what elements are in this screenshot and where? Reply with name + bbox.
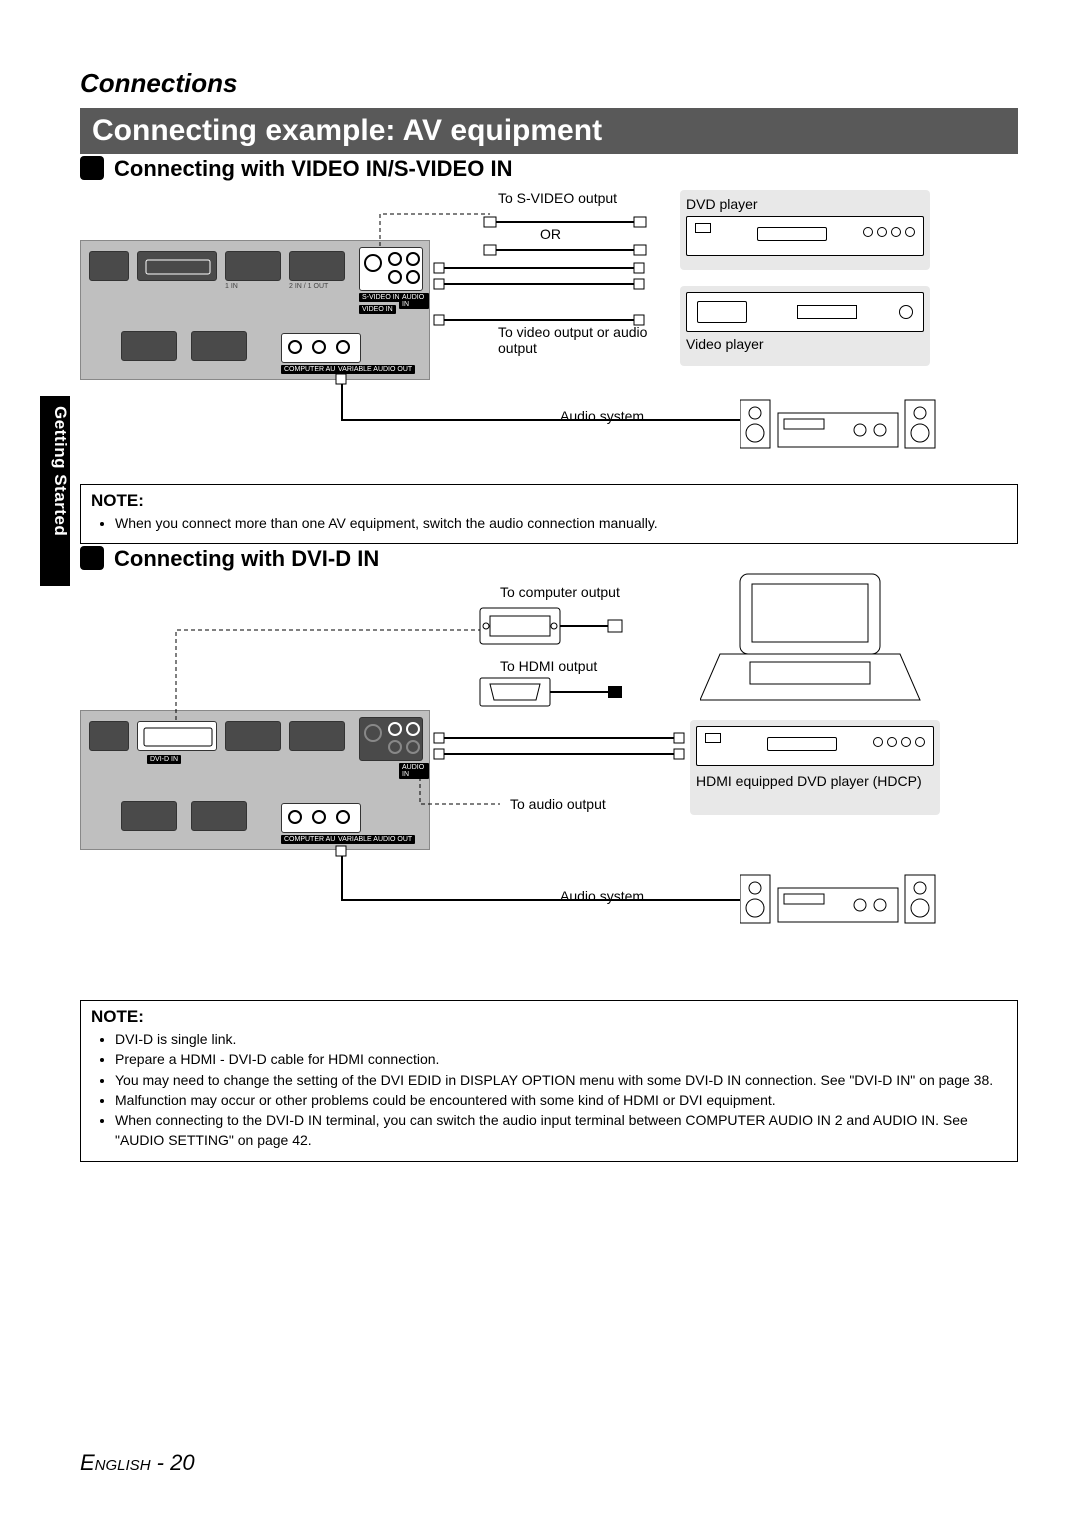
device-laptop <box>700 570 930 715</box>
device-video-player: Video player <box>680 286 930 366</box>
note-title-2: NOTE: <box>81 1001 1017 1029</box>
section-heading-dvid: Connecting with DVI-D IN <box>80 546 379 572</box>
label-dvd-player: DVD player <box>686 196 924 216</box>
note-title-1: NOTE: <box>81 485 1017 513</box>
label-hdmi-dvd: HDMI equipped DVD player (HDCP) <box>696 766 934 790</box>
note-item: Prepare a HDMI - DVI-D cable for HDMI co… <box>115 1049 1007 1069</box>
note-item: When connecting to the DVI-D IN terminal… <box>115 1110 1007 1151</box>
diagram-dvid: DVI-D IN AUDIO IN COMPUTER AUDIO IN VARI… <box>80 570 1018 970</box>
note-item: DVI-D is single link. <box>115 1029 1007 1049</box>
label-to-video-audio: To video output or audio output <box>498 324 668 356</box>
footer-lang: English <box>80 1450 151 1475</box>
label-to-svideo: To S-VIDEO output <box>498 190 617 206</box>
note-item: Malfunction may occur or other problems … <box>115 1090 1007 1110</box>
footer-page: 20 <box>170 1450 194 1475</box>
note-box-2: NOTE: DVI-D is single link. Prepare a HD… <box>80 1000 1018 1162</box>
banner-heading: Connecting example: AV equipment <box>80 108 1018 154</box>
device-audio-system <box>740 395 940 455</box>
note-list-2: DVI-D is single link. Prepare a HDMI - D… <box>81 1029 1017 1161</box>
label-audio-system: Audio system <box>560 408 644 424</box>
label-to-computer: To computer output <box>500 584 620 600</box>
page-title: Connections <box>80 68 237 99</box>
label-video-player: Video player <box>686 332 924 352</box>
note-box-1: NOTE: When you connect more than one AV … <box>80 484 1018 544</box>
label-audio-system-2: Audio system <box>560 888 644 904</box>
section-heading-video-in: Connecting with VIDEO IN/S-VIDEO IN <box>80 156 512 182</box>
diagram-video-in: S-VIDEO IN AUDIO IN VIDEO IN COMPUTER AU… <box>80 190 1018 490</box>
device-audio-system-2 <box>740 870 940 930</box>
device-hdmi-dvd: HDMI equipped DVD player (HDCP) <box>690 720 940 815</box>
note-list-1: When you connect more than one AV equipm… <box>81 513 1017 543</box>
note-item: When you connect more than one AV equipm… <box>115 513 1007 533</box>
page-footer: English - 20 <box>80 1450 195 1476</box>
footer-sep: - <box>151 1450 171 1475</box>
label-to-audio-out: To audio output <box>510 796 606 812</box>
label-or: OR <box>540 226 561 242</box>
device-dvd: DVD player <box>680 190 930 270</box>
note-item: You may need to change the setting of th… <box>115 1070 1007 1090</box>
side-tab-getting-started: Getting Started <box>40 396 70 586</box>
label-to-hdmi: To HDMI output <box>500 658 597 674</box>
